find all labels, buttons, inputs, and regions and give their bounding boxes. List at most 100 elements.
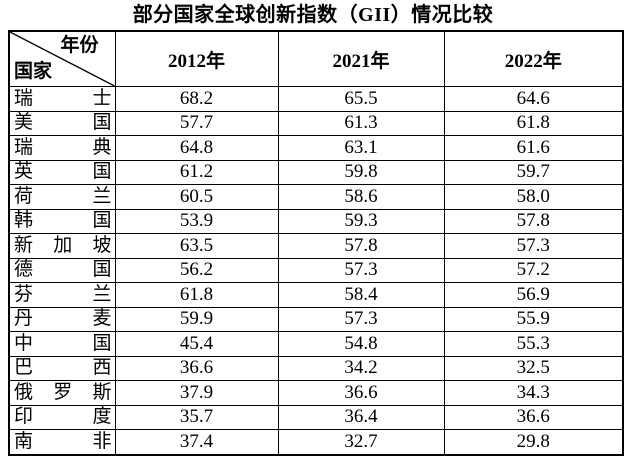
country-name: 丹麦 xyxy=(14,308,112,330)
value-cell-2022: 32.5 xyxy=(443,355,624,381)
column-header-2021: 2021年 xyxy=(277,30,445,87)
table-row: 南非 37.4 32.7 29.8 xyxy=(8,429,624,455)
header-row: 年份 国家 2012年 2021年 2022年 xyxy=(8,30,624,87)
value-cell-2021: 34.2 xyxy=(277,355,445,381)
value-cell-2022: 59.7 xyxy=(443,159,624,185)
value-cell-2012: 37.9 xyxy=(114,380,279,406)
table-row: 新加坡 63.5 57.8 57.3 xyxy=(8,233,624,259)
value-cell-2022: 55.9 xyxy=(443,306,624,332)
value-cell-2022: 64.6 xyxy=(443,86,624,112)
value-cell-2012: 36.6 xyxy=(114,355,279,381)
country-name: 韩国 xyxy=(14,210,112,232)
value-cell-2021: 63.1 xyxy=(277,135,445,161)
country-cell: 南非 xyxy=(8,429,116,455)
country-char: 非 xyxy=(92,430,112,452)
country-char: 罗 xyxy=(53,381,73,403)
value-cell-2021: 61.3 xyxy=(277,110,445,136)
value-cell-2022: 58.0 xyxy=(443,184,624,210)
table-body: 瑞士 68.2 65.5 64.6 美国 57.7 61.3 61.8 瑞典 6… xyxy=(8,86,624,455)
country-cell: 瑞士 xyxy=(8,86,116,112)
country-char: 中 xyxy=(14,332,34,354)
column-header-2022: 2022年 xyxy=(443,30,624,87)
value-cell-2012: 56.2 xyxy=(114,257,279,283)
table-row: 巴西 36.6 34.2 32.5 xyxy=(8,355,624,381)
country-cell: 韩国 xyxy=(8,208,116,234)
value-cell-2021: 36.4 xyxy=(277,404,445,430)
value-cell-2021: 57.3 xyxy=(277,306,445,332)
country-char: 加 xyxy=(53,234,73,256)
country-cell: 荷兰 xyxy=(8,184,116,210)
country-char: 俄 xyxy=(14,381,34,403)
value-cell-2021: 36.6 xyxy=(277,380,445,406)
country-name: 新加坡 xyxy=(14,235,112,257)
value-cell-2012: 61.8 xyxy=(114,282,279,308)
country-char: 典 xyxy=(92,136,112,158)
value-cell-2012: 35.7 xyxy=(114,404,279,430)
country-cell: 英国 xyxy=(8,159,116,185)
table-row: 荷兰 60.5 58.6 58.0 xyxy=(8,184,624,210)
country-char: 韩 xyxy=(14,210,34,232)
value-cell-2022: 57.2 xyxy=(443,257,624,283)
country-cell: 美国 xyxy=(8,110,116,136)
value-cell-2022: 29.8 xyxy=(443,429,624,455)
country-char: 瑞 xyxy=(14,136,34,158)
value-cell-2022: 57.3 xyxy=(443,233,624,259)
value-cell-2012: 59.9 xyxy=(114,306,279,332)
country-char: 西 xyxy=(92,357,112,379)
country-char: 荷 xyxy=(14,185,34,207)
table-row: 英国 61.2 59.8 59.7 xyxy=(8,159,624,185)
country-name: 英国 xyxy=(14,161,112,183)
country-cell: 芬兰 xyxy=(8,282,116,308)
country-cell: 瑞典 xyxy=(8,135,116,161)
country-name: 南非 xyxy=(14,431,112,453)
country-name: 印度 xyxy=(14,406,112,428)
table-row: 德国 56.2 57.3 57.2 xyxy=(8,257,624,283)
country-char: 南 xyxy=(14,430,34,452)
country-cell: 德国 xyxy=(8,257,116,283)
value-cell-2012: 60.5 xyxy=(114,184,279,210)
value-cell-2021: 54.8 xyxy=(277,331,445,357)
value-cell-2021: 59.8 xyxy=(277,159,445,185)
table-row: 印度 35.7 36.4 36.6 xyxy=(8,404,624,430)
country-name: 德国 xyxy=(14,259,112,281)
country-char: 斯 xyxy=(92,381,112,403)
table-row: 瑞士 68.2 65.5 64.6 xyxy=(8,86,624,112)
country-cell: 巴西 xyxy=(8,355,116,381)
value-cell-2021: 59.3 xyxy=(277,208,445,234)
country-name: 瑞典 xyxy=(14,137,112,159)
country-name: 巴西 xyxy=(14,357,112,379)
diagonal-line xyxy=(10,32,114,86)
value-cell-2012: 63.5 xyxy=(114,233,279,259)
country-char: 麦 xyxy=(92,308,112,330)
value-cell-2022: 56.9 xyxy=(443,282,624,308)
table-row: 中国 45.4 54.8 55.3 xyxy=(8,331,624,357)
country-char: 印 xyxy=(14,406,34,428)
country-cell: 中国 xyxy=(8,331,116,357)
page-title: 部分国家全球创新指数（GII）情况比较 xyxy=(132,4,494,26)
country-cell: 丹麦 xyxy=(8,306,116,332)
corner-header-cell: 年份 国家 xyxy=(8,30,116,87)
country-char: 国 xyxy=(92,112,112,134)
value-cell-2021: 32.7 xyxy=(277,429,445,455)
value-cell-2012: 57.7 xyxy=(114,110,279,136)
value-cell-2022: 61.6 xyxy=(443,135,624,161)
value-cell-2021: 57.3 xyxy=(277,257,445,283)
value-cell-2022: 57.8 xyxy=(443,208,624,234)
country-char: 兰 xyxy=(92,185,112,207)
corner-country-label: 国家 xyxy=(14,61,53,82)
country-char: 芬 xyxy=(14,283,34,305)
table-row: 瑞典 64.8 63.1 61.6 xyxy=(8,135,624,161)
table-row: 韩国 53.9 59.3 57.8 xyxy=(8,208,624,234)
value-cell-2021: 58.6 xyxy=(277,184,445,210)
value-cell-2022: 61.8 xyxy=(443,110,624,136)
value-cell-2022: 36.6 xyxy=(443,404,624,430)
country-name: 美国 xyxy=(14,112,112,134)
country-char: 德 xyxy=(14,259,34,281)
country-char: 新 xyxy=(14,234,34,256)
table-row: 美国 57.7 61.3 61.8 xyxy=(8,110,624,136)
country-char: 瑞 xyxy=(14,87,34,109)
country-char: 坡 xyxy=(92,234,112,256)
value-cell-2021: 58.4 xyxy=(277,282,445,308)
country-name: 中国 xyxy=(14,333,112,355)
